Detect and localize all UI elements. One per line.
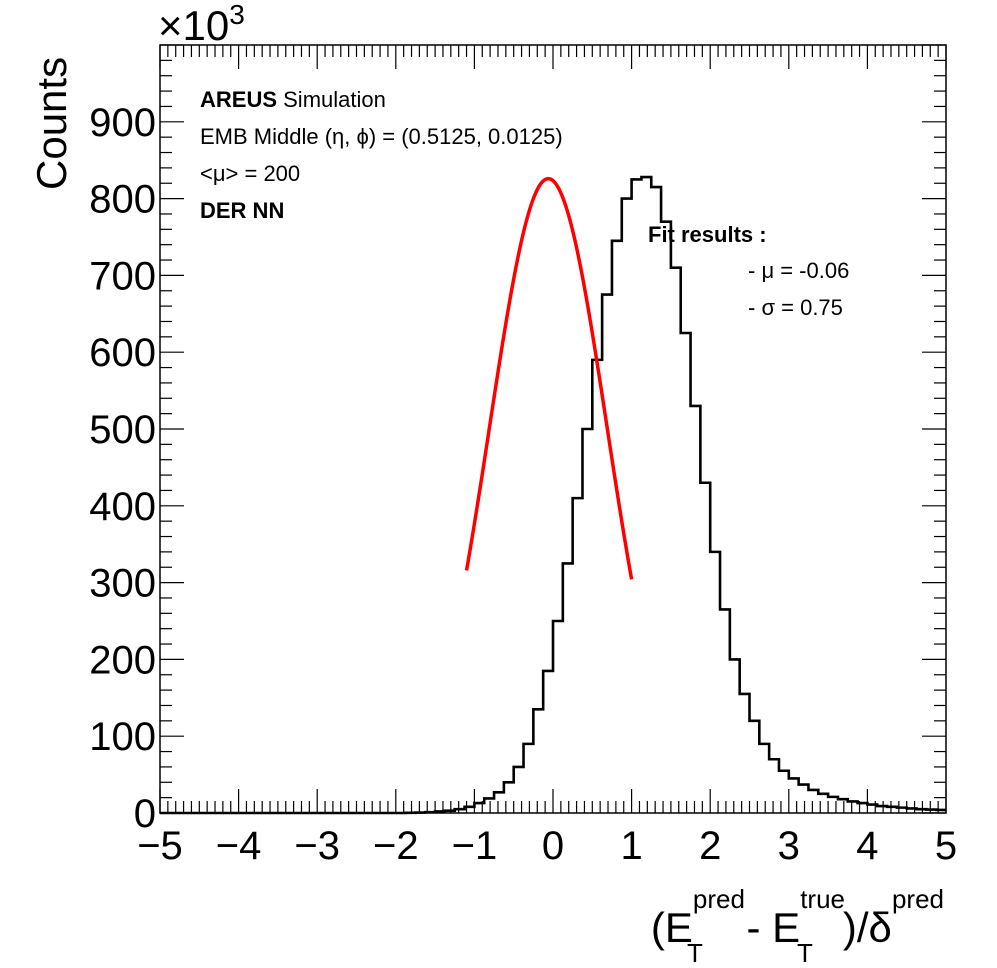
y-tick-label: 400: [89, 485, 156, 529]
histogram-series: [160, 175, 946, 815]
gaussian-fit-series: [464, 176, 634, 580]
annotation-method: DER NN: [200, 198, 284, 223]
annotation-simulation: AREUS Simulation: [200, 87, 386, 112]
y-axis-title: Counts: [28, 57, 75, 190]
y-tick-label: 200: [89, 638, 156, 682]
y-tick-label: 700: [89, 254, 156, 298]
x-tick-labels: −5 −4 −3 −2 −1 0 1 2 3 4 5: [137, 824, 957, 868]
x-tick-label: 5: [935, 824, 957, 868]
y-tick-label: 800: [89, 178, 156, 222]
y-tick-label: 100: [89, 715, 156, 759]
fit-result-mu: - μ = -0.06: [748, 258, 849, 283]
x-tick-label: −5: [137, 824, 183, 868]
x-tick-label: −3: [294, 824, 340, 868]
x-axis-title: (Epred T - Etrue T)/δpred: [651, 884, 944, 968]
y-tick-labels: 0 100 200 300 400 500 600 700 800 900: [89, 101, 156, 836]
histogram-outline: [160, 175, 946, 815]
gaussian-fit-curve: [464, 176, 634, 580]
y-tick-label: 600: [89, 331, 156, 375]
fit-result-sigma: - σ = 0.75: [748, 295, 843, 320]
x-tick-label: 3: [778, 824, 800, 868]
y-scale-multiplier: ×103: [158, 0, 245, 49]
annotation-region: EMB Middle (η, ϕ) = (0.5125, 0.0125): [200, 124, 563, 149]
x-tick-label: 1: [620, 824, 642, 868]
fit-results-title: Fit results :: [648, 222, 767, 247]
x-tick-label: 2: [699, 824, 721, 868]
y-tick-label: 300: [89, 562, 156, 606]
x-tick-label: 4: [856, 824, 878, 868]
axis-ticks: [159, 44, 947, 814]
y-tick-label: 500: [89, 408, 156, 452]
x-tick-label: −1: [452, 824, 498, 868]
y-tick-label: 900: [89, 101, 156, 145]
x-tick-label: −4: [216, 824, 262, 868]
annotation-pileup: <μ> = 200: [200, 161, 300, 186]
y-tick-label: 0: [134, 792, 156, 836]
x-tick-label: 0: [542, 824, 564, 868]
x-tick-label: −2: [373, 824, 419, 868]
